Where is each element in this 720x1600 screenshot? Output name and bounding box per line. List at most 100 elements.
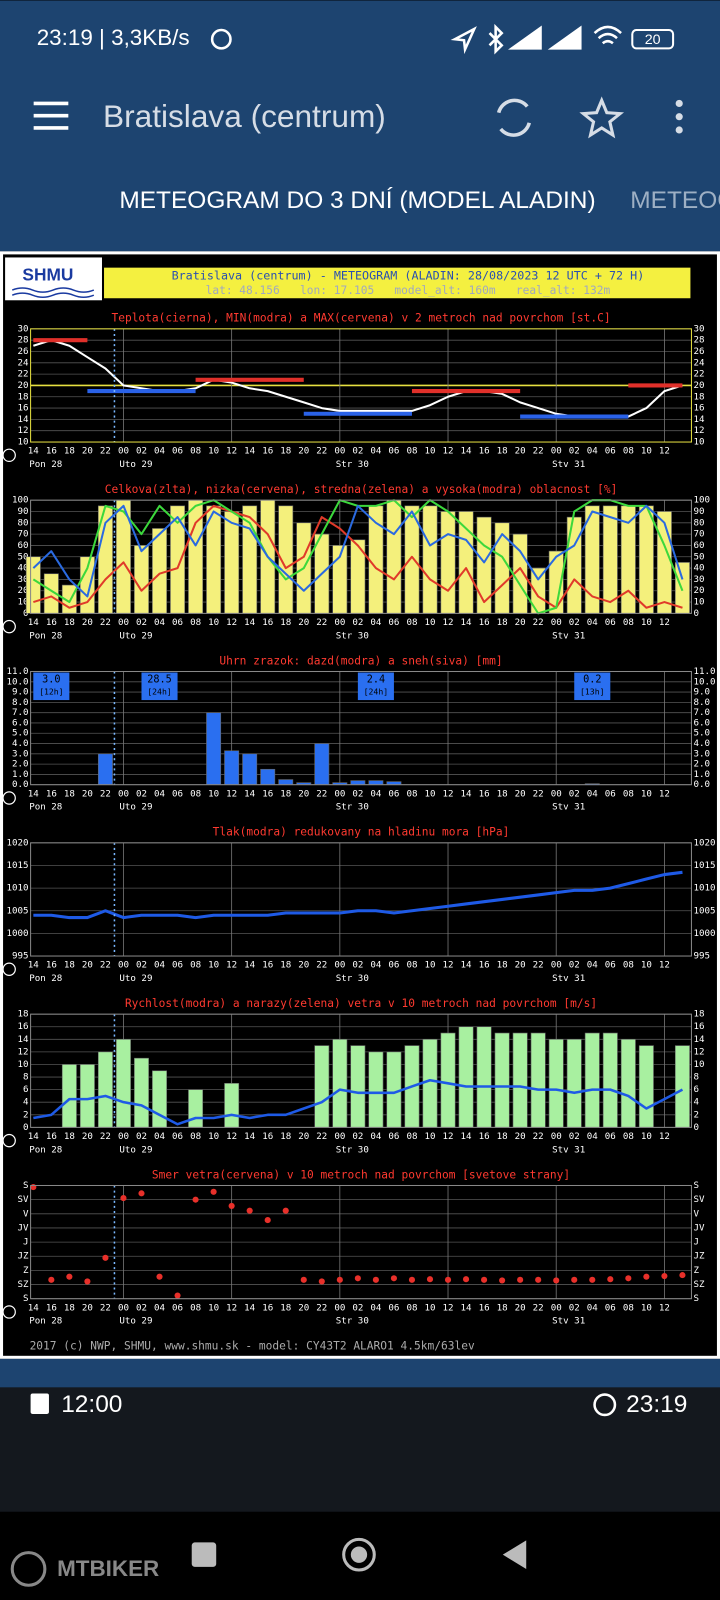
y-tick-label: 4.0 [12,738,29,749]
bar [224,1083,240,1128]
x-tick-label: 02 [136,1131,147,1142]
more-button[interactable] [675,99,683,134]
dot [661,1272,668,1280]
app-title: Bratislava (centrum) [103,98,386,134]
x-tick-label: 06 [605,1302,616,1313]
x-tick-label: 18 [64,1302,75,1313]
x-tick-label: 08 [406,617,417,628]
bar [368,780,384,786]
bar [97,753,113,786]
x-tick-label: 22 [533,1302,544,1313]
favorite-button[interactable] [579,96,625,139]
y-tick-label: V [693,1208,699,1219]
x-tick-label: 12 [443,617,454,628]
bar [674,1045,690,1128]
clock-icon [2,619,16,634]
y-tick-label: 4.0 [693,738,710,749]
y-tick-label: 10.0 [693,676,715,687]
day-label: Str 30 [336,802,369,813]
y-tick-label: 8.0 [693,697,710,708]
bar [530,1032,546,1128]
series-group [33,338,683,419]
x-tick-label: 18 [280,1302,291,1313]
x-tick-label: 12 [659,1131,670,1142]
x-tick-label: 08 [406,446,417,457]
x-tick-label: 18 [64,960,75,971]
dot [156,1273,163,1280]
refresh-button[interactable] [496,98,532,137]
bar [602,505,618,614]
x-tick-label: 14 [28,446,40,457]
x-tick-label: 20 [515,960,526,971]
x-tick-label: 18 [280,1131,291,1142]
x-tick-label: 04 [587,446,599,457]
x-tick-label: 22 [316,617,327,628]
y-tick-label: 26 [693,346,704,357]
y-tick-label: JZ [18,1251,30,1262]
total-label: 28.5 [147,675,172,686]
x-tick-label: 22 [100,788,111,799]
x-tick-label: 22 [100,1302,111,1313]
y-tick-label: S [693,1180,699,1191]
y-tick-label: 30 [693,574,704,585]
x-tick-label: 12 [443,788,454,799]
nav-home[interactable] [342,1537,376,1572]
nav-back[interactable] [502,1540,527,1569]
x-tick-label: 10 [208,788,219,799]
tab[interactable]: METEOGRAM [630,187,720,214]
tab-active[interactable]: METEOGRAM DO 3 DNÍ (MODEL ALADIN) [119,187,595,214]
x-tick-label: 04 [587,617,599,628]
x-tick-label: 04 [154,617,166,628]
menu-button[interactable] [33,101,69,130]
x-tick-label: 06 [605,1131,616,1142]
bar [422,1039,438,1128]
y-tick-label: 1000 [6,928,28,939]
x-tick-label: 16 [46,788,57,799]
x-tick-label: 00 [334,446,345,457]
x-tick-label: 22 [316,1302,327,1313]
x-tick-label: 22 [533,1131,544,1142]
x-tick-label: 12 [226,960,237,971]
series-group [33,870,683,920]
x-tick-label: 14 [461,788,473,799]
x-tick-label: 10 [424,1302,435,1313]
panel: Uhrn zrazok: dazd(modra) a sneh(siva) [m… [2,654,716,813]
x-tick-label: 14 [244,1302,256,1313]
x-tick-label: 12 [659,960,670,971]
dot [675,99,683,108]
bar [386,1051,402,1128]
x-tick-label: 20 [82,960,93,971]
nav-recent[interactable] [191,1542,217,1567]
x-tick-label: 04 [587,788,599,799]
nav-home-dot [350,1546,368,1563]
total-period: [24h] [364,686,389,696]
dot [300,1276,307,1283]
y-tick-label: 18 [693,391,704,402]
total-period: [24h] [147,686,172,696]
footer: 2017 (c) NWP, SHMU, www.shmu.sk - model:… [30,1340,475,1353]
x-tick-label: 18 [64,617,75,628]
x-tick-label: 02 [136,1302,147,1313]
x-tick-label: 20 [298,446,309,457]
chart-icon [30,1393,49,1414]
y-tick-label: 6 [23,1084,29,1095]
x-tick-label: 12 [226,1131,237,1142]
x-tick-label: 10 [424,1131,435,1142]
bar [79,1064,95,1128]
x-tick-label: 16 [46,960,57,971]
alarm-icon [210,28,232,50]
dot [675,126,683,134]
y-tick-label: JV [18,1222,30,1233]
x-tick-label: 10 [208,446,219,457]
x-tick-label: 02 [136,788,147,799]
bar [458,1026,474,1128]
subheader: lat: 48.156 lon: 17.105 model_alt: 160m … [206,284,611,297]
y-tick-label: 14 [693,414,705,425]
y-tick-label: 14 [693,1034,705,1045]
series-group [30,1184,686,1299]
x-tick-label: 06 [388,788,399,799]
dot [102,1254,109,1261]
x-tick-label: 04 [154,446,166,457]
x-tick-label: 22 [533,788,544,799]
x-tick-label: 20 [298,617,309,628]
